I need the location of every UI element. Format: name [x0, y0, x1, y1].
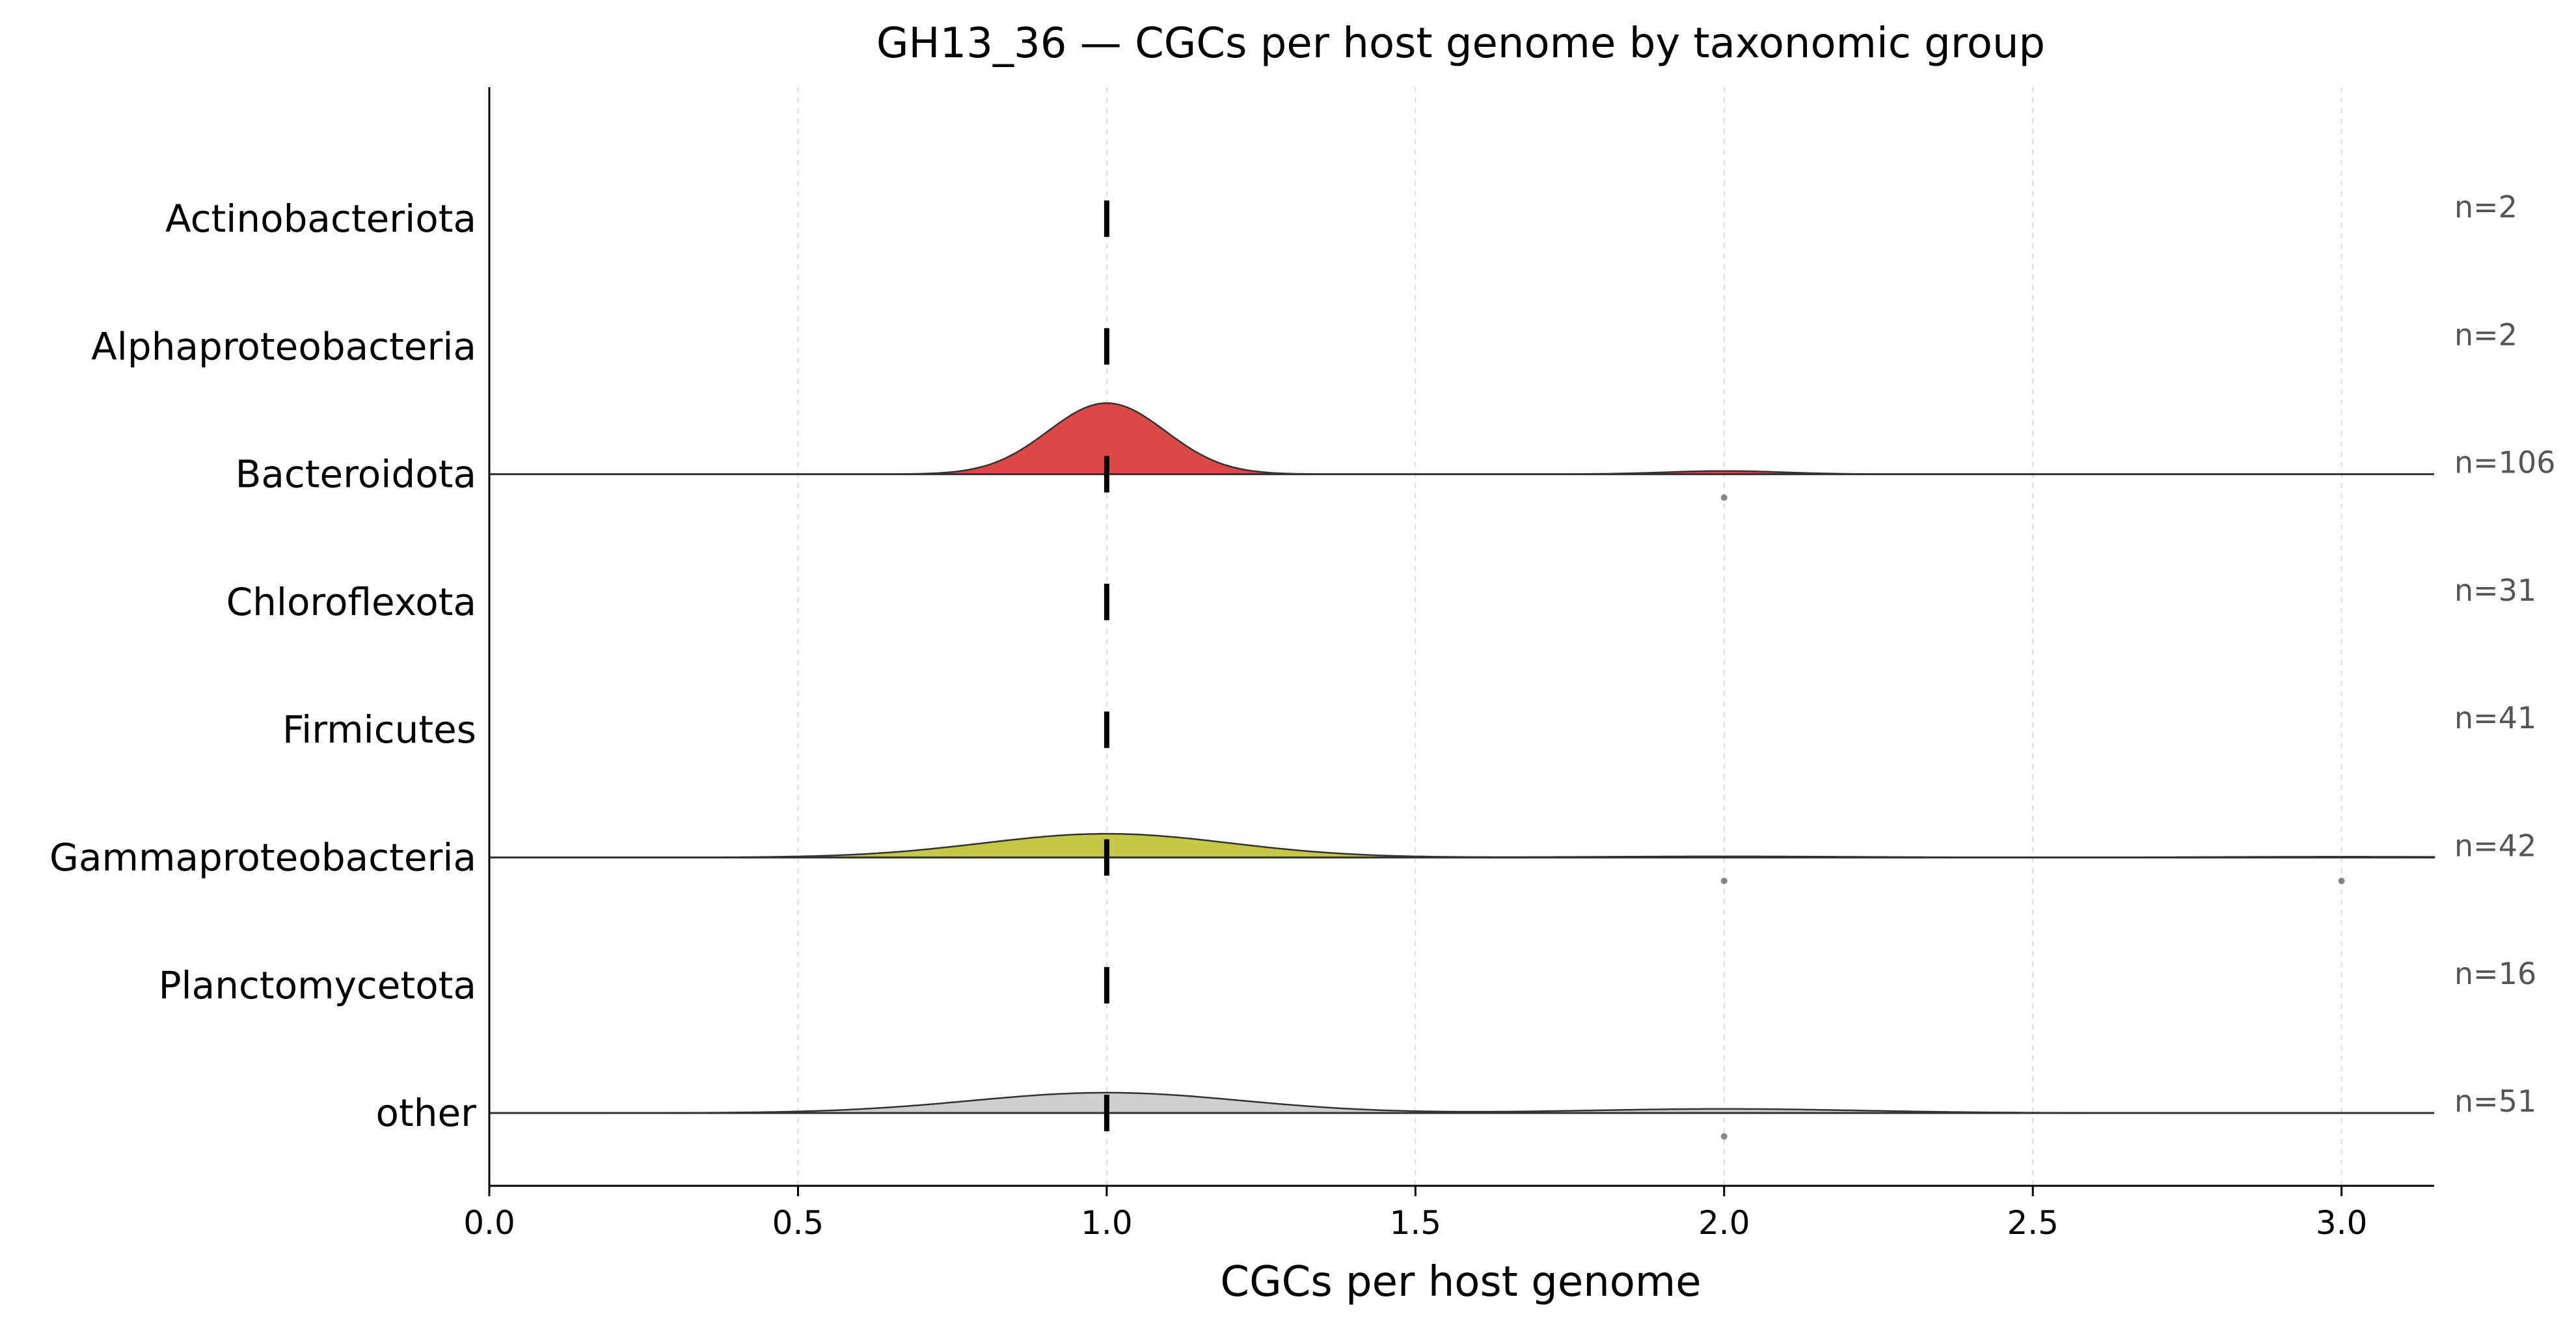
group-gammaproteobacteria: Gammaproteobacteria n=42 [49, 829, 2536, 884]
n-count-label: n=16 [2454, 956, 2536, 991]
outlier-point-other-0 [1720, 1133, 1728, 1140]
ridge-layer: Actinobacteriota n=2 Alphaproteobacteria n=… [49, 189, 2556, 1140]
outlier-point-gammaproteobacteria-1 [2338, 877, 2345, 884]
n-count-label: n=31 [2454, 573, 2536, 608]
group-bacteroidota: Bacteroidota n=106 [236, 402, 2556, 501]
y-category-label: Chloroflexota [226, 580, 476, 624]
x-tick-label: 2.0 [1698, 1204, 1750, 1242]
y-category-label: Firmicutes [282, 707, 476, 752]
x-axis-label: CGCs per host genome [1220, 1258, 1701, 1306]
n-count-label: n=2 [2454, 189, 2517, 225]
y-category-label: Gammaproteobacteria [49, 836, 476, 880]
axes-layer: 0.0 0.5 1.0 1.5 2.0 2.5 3.0 [463, 87, 2434, 1242]
outlier-point-bacteroidota-0 [1720, 494, 1728, 501]
n-count-label: n=42 [2454, 829, 2536, 864]
group-firmicutes: Firmicutes n=41 [282, 700, 2536, 752]
x-tick-label: 1.5 [1390, 1204, 1442, 1242]
group-planctomycetota: Planctomycetota n=16 [159, 956, 2537, 1007]
n-count-label: n=106 [2454, 445, 2556, 480]
outlier-point-gammaproteobacteria-0 [1720, 877, 1728, 884]
x-tick-label: 0.0 [463, 1204, 515, 1242]
y-category-label: Bacteroidota [236, 452, 476, 497]
group-chloroflexota: Chloroflexota n=31 [226, 573, 2537, 624]
chart-title: GH13_36 — CGCs per host genome by taxono… [876, 20, 2045, 68]
x-tick-label: 0.5 [772, 1204, 824, 1242]
group-actinobacteriota: Actinobacteriota n=2 [165, 189, 2517, 241]
y-category-label: Planctomycetota [159, 963, 476, 1007]
y-category-label: Actinobacteriota [165, 197, 476, 241]
y-category-label: other [375, 1091, 476, 1135]
group-other: other n=51 [375, 1084, 2536, 1140]
x-tick-label: 2.5 [2007, 1204, 2059, 1242]
n-count-label: n=51 [2454, 1084, 2536, 1119]
y-category-label: Alphaproteobacteria [91, 324, 476, 368]
x-tick-label: 3.0 [2316, 1204, 2368, 1242]
n-count-label: n=41 [2454, 700, 2536, 735]
x-tick-label: 1.0 [1081, 1204, 1133, 1242]
group-alphaproteobacteria: Alphaproteobacteria n=2 [91, 317, 2517, 368]
n-count-label: n=2 [2454, 317, 2517, 352]
